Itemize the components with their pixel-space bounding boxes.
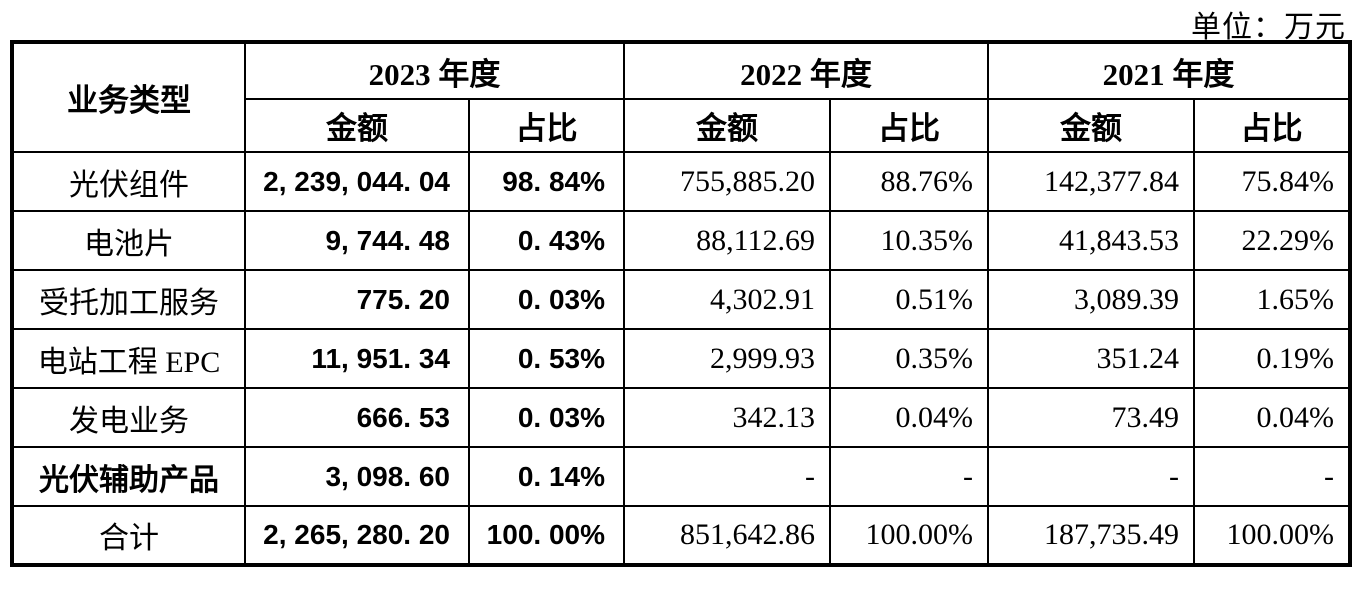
table-header: 业务类型 2023 年度 2022 年度 2021 年度 金额 占比 金额 占比… [11,41,1351,153]
total-row: 合计 2, 265, 280. 20 100. 00% 851,642.86 100.0… [11,505,1351,566]
amount-2021: 351.24 [987,328,1195,389]
pct-2022: - [829,446,989,507]
table-row: 光伏辅助产品 3, 098. 60 0. 14% - - - - [11,446,1351,507]
amount-header-2022: 金额 [623,98,831,153]
pct-2021: 1.65% [1193,269,1351,330]
pct-2022: 0.35% [829,328,989,389]
amount-2021: 187,735.49 [987,505,1195,566]
pct-2022: 0.04% [829,387,989,448]
pct-2022: 0.51% [829,269,989,330]
pct-2023: 0. 53% [468,328,625,389]
pct-2021: 0.04% [1193,387,1351,448]
amount-2023: 3, 098. 60 [244,446,470,507]
pct-2023: 0. 43% [468,210,625,271]
pct-2021: 22.29% [1193,210,1351,271]
pct-2023: 0. 14% [468,446,625,507]
business-revenue-table: 业务类型 2023 年度 2022 年度 2021 年度 金额 占比 金额 占比… [10,40,1352,567]
amount-2023: 2, 239, 044. 04 [244,151,470,212]
row-label: 合计 [11,505,246,566]
row-label: 光伏辅助产品 [11,446,246,507]
pct-2023: 98. 84% [468,151,625,212]
amount-2021: 41,843.53 [987,210,1195,271]
amount-header-2021: 金额 [987,98,1195,153]
table-row: 电站工程 EPC 11, 951. 34 0. 53% 2,999.93 0.35% 35… [11,328,1351,389]
pct-2022: 10.35% [829,210,989,271]
amount-2023: 666. 53 [244,387,470,448]
amount-2022: 755,885.20 [623,151,831,212]
table-row: 电池片 9, 744. 48 0. 43% 88,112.69 10.35% 41,843… [11,210,1351,271]
pct-2023: 0. 03% [468,269,625,330]
amount-2021: - [987,446,1195,507]
table-body: 光伏组件 2, 239, 044. 04 98. 84% 755,885.20 88.7… [11,151,1351,566]
row-label: 光伏组件 [11,151,246,212]
amount-2022: 2,999.93 [623,328,831,389]
pct-2023: 0. 03% [468,387,625,448]
table-row: 光伏组件 2, 239, 044. 04 98. 84% 755,885.20 88.7… [11,151,1351,212]
amount-2023: 2, 265, 280. 20 [244,505,470,566]
pct-header-2023: 占比 [468,98,625,153]
pct-2023: 100. 00% [468,505,625,566]
amount-2022: - [623,446,831,507]
amount-2021: 73.49 [987,387,1195,448]
year-header-row: 业务类型 2023 年度 2022 年度 2021 年度 [11,41,1351,153]
amount-2022: 88,112.69 [623,210,831,271]
unit-label: 单位：万元 [1191,11,1346,44]
pct-2021: 0.19% [1193,328,1351,389]
table-row: 发电业务 666. 53 0. 03% 342.13 0.04% 73.49 0.04% [11,387,1351,448]
row-label: 电池片 [11,210,246,271]
amount-2023: 9, 744. 48 [244,210,470,271]
amount-2023: 775. 20 [244,269,470,330]
sub-header-row: 金额 占比 金额 占比 金额 占比 [12,98,1351,153]
year-header-2021: 2021 年度 [987,41,1351,100]
table-row: 受托加工服务 775. 20 0. 03% 4,302.91 0.51% 3,089.39… [11,269,1351,330]
pct-2022: 100.00% [829,505,989,566]
corner-header: 业务类型 [11,41,246,153]
amount-2021: 3,089.39 [987,269,1195,330]
pct-header-2022: 占比 [829,98,989,153]
amount-2023: 11, 951. 34 [244,328,470,389]
pct-2022: 88.76% [829,151,989,212]
pct-2021: 100.00% [1193,505,1351,566]
year-header-2023: 2023 年度 [244,41,625,100]
amount-2022: 342.13 [623,387,831,448]
row-label: 发电业务 [11,387,246,448]
pct-2021: - [1193,446,1351,507]
pct-2021: 75.84% [1193,151,1351,212]
amount-2022: 4,302.91 [623,269,831,330]
amount-2022: 851,642.86 [623,505,831,566]
amount-2021: 142,377.84 [987,151,1195,212]
amount-header-2023: 金额 [244,98,470,153]
row-label: 电站工程 EPC [11,328,246,389]
pct-header-2021: 占比 [1193,98,1351,153]
year-header-2022: 2022 年度 [623,41,989,100]
row-label: 受托加工服务 [11,269,246,330]
